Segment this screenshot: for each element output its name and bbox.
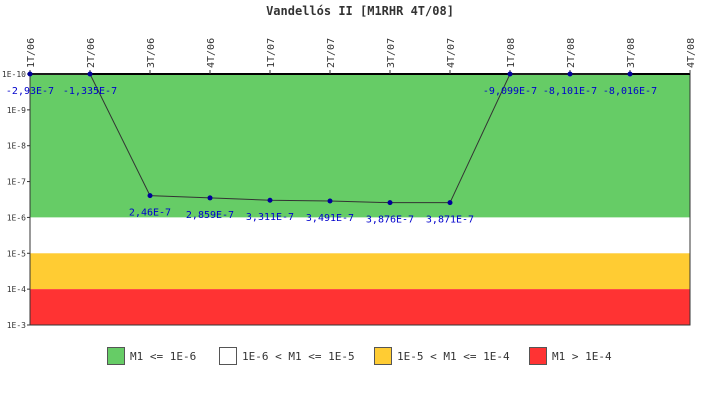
y-tick-label: 1E-4: [7, 285, 26, 294]
x-tick-label: 2T/08: [566, 38, 577, 68]
y-tick-label: 1E-8: [7, 142, 26, 151]
legend-swatch: [107, 347, 125, 365]
x-tick-label: 2T/06: [86, 38, 97, 68]
band-0: [30, 74, 690, 218]
y-tick-label: 1E-6: [7, 213, 26, 222]
data-point: [447, 200, 453, 206]
data-label: -8,101E-7: [543, 86, 597, 97]
y-tick-label: 1E-5: [7, 249, 26, 258]
legend-label: M1 <= 1E-6: [130, 349, 197, 363]
x-tick-label: 3T/06: [146, 38, 157, 68]
legend-item: 1E-6 < M1 <= 1E-5: [219, 345, 355, 367]
data-point: [147, 193, 153, 199]
data-label: -1,335E-7: [63, 86, 117, 97]
band-2: [30, 253, 690, 290]
legend-item: M1 > 1E-4: [529, 345, 612, 367]
y-tick-label: 1E-9: [7, 106, 26, 115]
data-point: [507, 71, 513, 77]
legend-label: 1E-5 < M1 <= 1E-4: [397, 349, 510, 363]
data-label: 2,46E-7: [129, 208, 171, 219]
data-label: 3,871E-7: [426, 215, 474, 226]
data-point: [87, 71, 93, 77]
data-point: [387, 200, 393, 206]
data-label: -8,016E-7: [603, 86, 657, 97]
legend-swatch: [219, 347, 237, 365]
legend-label: 1E-6 < M1 <= 1E-5: [242, 349, 355, 363]
y-tick-label: 1E-10: [2, 70, 26, 79]
x-tick-label: 3T/07: [386, 38, 397, 68]
data-point: [27, 71, 33, 77]
legend-swatch: [529, 347, 547, 365]
data-point: [267, 197, 273, 203]
x-tick-label: 4T/06: [206, 38, 217, 68]
x-tick-label: 1T/07: [266, 38, 277, 68]
data-point: [627, 71, 633, 77]
data-point: [567, 71, 573, 77]
y-tick-label: 1E-3: [7, 321, 26, 330]
data-point: [207, 195, 213, 201]
data-label: 3,491E-7: [306, 213, 354, 224]
chart-title: Vandellós II [M1RHR 4T/08]: [266, 4, 454, 18]
chart-legend: M1 <= 1E-6 1E-6 < M1 <= 1E-5 1E-5 < M1 <= …: [0, 345, 720, 367]
data-label: 3,876E-7: [366, 215, 414, 226]
band-1: [30, 217, 690, 254]
legend-item: 1E-5 < M1 <= 1E-4: [374, 345, 510, 367]
data-label: -2,93E-7: [6, 86, 54, 97]
x-tick-label: 1T/08: [506, 38, 517, 68]
data-label: -9,099E-7: [483, 86, 537, 97]
y-tick-label: 1E-7: [7, 178, 26, 187]
band-3: [30, 289, 690, 325]
x-tick-label: 3T/08: [626, 38, 637, 68]
legend-label: M1 > 1E-4: [552, 349, 612, 363]
data-point: [327, 198, 333, 204]
data-label: 3,311E-7: [246, 212, 294, 223]
x-tick-label: 4T/07: [446, 38, 457, 68]
legend-swatch: [374, 347, 392, 365]
data-label: 2,859E-7: [186, 210, 234, 221]
x-tick-label: 4T/08: [686, 38, 697, 68]
x-tick-label: 1T/06: [26, 38, 37, 68]
x-tick-label: 2T/07: [326, 38, 337, 68]
legend-item: M1 <= 1E-6: [107, 345, 196, 367]
